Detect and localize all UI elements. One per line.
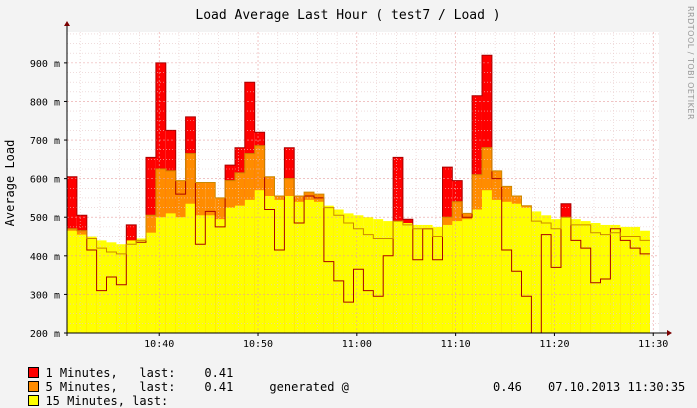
- bar-15min-16: [225, 207, 235, 333]
- bar-15min-58: [640, 230, 650, 333]
- bar-15min-41: [472, 209, 482, 333]
- x-tick-label-10:50: 10:50: [243, 339, 273, 350]
- bar-15min-57: [630, 226, 641, 333]
- bar-15min-5: [116, 244, 127, 333]
- bar-15min-56: [620, 226, 631, 333]
- y-tick-label-200: 200 m: [30, 329, 60, 340]
- y-tick-label-800: 800 m: [30, 97, 60, 108]
- bar-15min-32: [383, 221, 394, 333]
- bar-15min-35: [412, 224, 423, 333]
- legend-5min: 5 Minutes, last: 0.41 generated @: [14, 366, 349, 394]
- bar-15min-12: [185, 203, 196, 333]
- x-axis-arrow: [667, 330, 672, 336]
- bar-15min-8: [146, 232, 156, 333]
- bar-15min-39: [452, 221, 463, 333]
- bar-15min-38: [442, 224, 453, 333]
- bar-15min-40: [462, 219, 473, 333]
- bar-15min-49: [551, 219, 562, 333]
- bar-15min-45: [511, 203, 522, 333]
- bar-15min-51: [570, 219, 581, 333]
- y-axis-label: Average Load: [3, 140, 17, 227]
- y-tick-label-400: 400 m: [30, 252, 60, 263]
- legend-text-15min: 15 Minutes, last:: [45, 394, 169, 408]
- legend-swatch-5min: [28, 381, 40, 392]
- bar-15min-4: [106, 242, 117, 333]
- bar-15min-22: [284, 196, 295, 333]
- x-tick-label-11:30: 11:30: [638, 339, 668, 350]
- bar-15min-55: [610, 224, 621, 333]
- bar-15min-27: [333, 209, 344, 333]
- bar-15min-3: [96, 240, 107, 333]
- bar-15min-20: [264, 196, 275, 333]
- bar-15min-36: [422, 224, 433, 333]
- bar-15min-29: [353, 215, 364, 333]
- bar-15min-23: [294, 201, 305, 333]
- bar-15min-24: [304, 199, 315, 333]
- bar-15min-31: [373, 219, 384, 333]
- bar-15min-33: [393, 221, 403, 333]
- bar-15min-17: [234, 205, 245, 333]
- bar-15min-25: [314, 201, 324, 333]
- legend-text-5min: 5 Minutes, last: 0.41 generated @: [45, 380, 349, 394]
- bar-15min-6: [126, 240, 137, 333]
- chart-title: Load Average Last Hour ( test7 / Load ): [195, 8, 500, 23]
- rrdtool-watermark: RRDTOOL / TOBI OETIKER: [686, 6, 695, 121]
- bar-15min-42: [481, 190, 492, 333]
- bar-15min-7: [136, 238, 147, 333]
- y-tick-label-900: 900 m: [30, 59, 60, 70]
- bar-15min-14: [205, 215, 216, 333]
- legend-15min: 15 Minutes, last:: [14, 380, 168, 408]
- bar-15min-48: [541, 215, 552, 333]
- series-line-1min: [67, 54, 650, 334]
- bar-15min-53: [590, 223, 601, 333]
- series-line-5min: [67, 145, 650, 255]
- y-axis-arrow: [64, 21, 70, 26]
- bar-15min-10: [165, 213, 176, 333]
- bar-15min-52: [580, 221, 591, 333]
- y-tick-label-500: 500 m: [30, 213, 60, 224]
- bar-15min-44: [501, 201, 512, 333]
- y-tick-label-700: 700 m: [30, 136, 60, 147]
- bar-15min-34: [402, 223, 413, 333]
- generated-timestamp: 07.10.2013 11:30:35: [548, 380, 686, 394]
- bar-15min-26: [323, 205, 334, 333]
- bar-15min-30: [363, 217, 374, 333]
- bar-15min-13: [195, 215, 206, 333]
- bar-15min-0: [67, 230, 77, 333]
- bar-15min-46: [521, 207, 532, 333]
- bar-15min-21: [274, 199, 285, 333]
- y-tick-label-300: 300 m: [30, 290, 60, 301]
- legend-swatch-1min: [28, 367, 40, 378]
- footer-value: 0.46: [493, 380, 522, 394]
- bar-15min-1: [76, 234, 87, 333]
- bar-15min-43: [491, 199, 502, 333]
- legend-1min: 1 Minutes, last: 0.41: [14, 352, 233, 380]
- x-tick-label-11:00: 11:00: [342, 339, 372, 350]
- x-tick-label-10:40: 10:40: [144, 339, 174, 350]
- bar-15min-18: [244, 199, 255, 333]
- y-tick-label-600: 600 m: [30, 175, 60, 186]
- bar-15min-37: [432, 226, 443, 333]
- bar-15min-19: [254, 190, 265, 333]
- legend-text-1min: 1 Minutes, last: 0.41: [45, 366, 234, 380]
- x-tick-label-11:20: 11:20: [539, 339, 569, 350]
- bar-15min-47: [531, 211, 542, 333]
- bar-15min-28: [343, 213, 354, 333]
- bar-15min-15: [215, 219, 226, 333]
- bar-15min-11: [175, 217, 186, 333]
- x-tick-label-11:10: 11:10: [441, 339, 471, 350]
